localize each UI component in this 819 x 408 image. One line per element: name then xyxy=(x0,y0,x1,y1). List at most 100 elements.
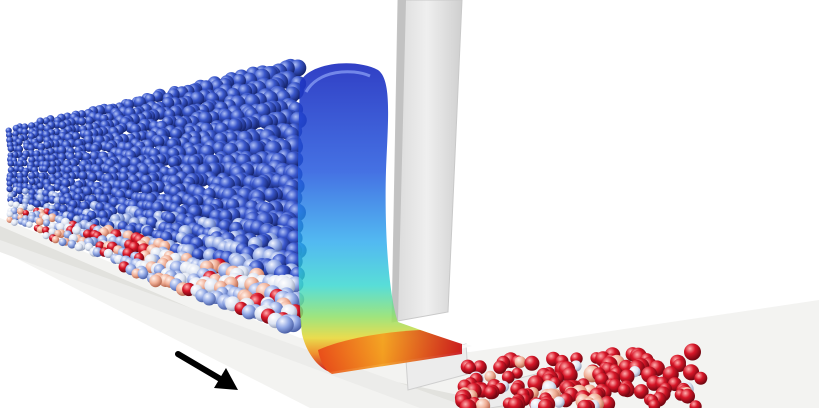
particle xyxy=(21,128,29,136)
particle xyxy=(42,189,51,198)
particle xyxy=(694,371,708,385)
particle xyxy=(507,397,523,408)
particle xyxy=(11,219,18,226)
particle xyxy=(684,343,701,361)
particle xyxy=(16,207,24,215)
particle xyxy=(131,181,143,193)
particle xyxy=(142,225,155,238)
particle xyxy=(37,123,46,132)
particle xyxy=(43,219,51,227)
flow-surface-foot xyxy=(318,330,462,374)
particle xyxy=(553,396,565,408)
particle xyxy=(191,248,204,261)
particle xyxy=(56,222,65,232)
particle xyxy=(202,292,216,306)
particle xyxy=(42,232,50,240)
particle xyxy=(74,242,84,252)
particle xyxy=(64,166,72,175)
particle xyxy=(28,215,36,223)
particle xyxy=(13,165,20,173)
particle xyxy=(119,157,131,169)
particle xyxy=(189,91,205,106)
particle xyxy=(689,400,702,408)
particle xyxy=(78,171,88,181)
particle xyxy=(149,274,162,288)
particle xyxy=(561,367,578,383)
particle xyxy=(22,210,29,217)
particle xyxy=(57,145,67,155)
particle xyxy=(67,205,76,215)
particle xyxy=(47,213,57,223)
particle xyxy=(27,144,35,152)
particle xyxy=(48,228,56,236)
particle xyxy=(35,217,44,226)
particle xyxy=(36,193,45,202)
particle xyxy=(15,145,24,153)
particle xyxy=(285,151,302,168)
particle xyxy=(484,386,498,400)
particle xyxy=(538,398,553,408)
particle xyxy=(58,121,67,130)
particle xyxy=(12,201,20,209)
particle xyxy=(11,151,19,159)
particle xyxy=(48,154,57,163)
particle xyxy=(83,135,94,146)
particle xyxy=(153,136,165,148)
particle xyxy=(577,399,592,408)
particle xyxy=(619,369,635,384)
particle xyxy=(33,200,41,208)
particle xyxy=(514,356,527,368)
particle xyxy=(27,132,35,140)
particle xyxy=(524,355,540,371)
particle xyxy=(167,156,180,168)
particle xyxy=(141,184,153,196)
particle xyxy=(92,247,103,258)
downstream-particles xyxy=(454,343,708,408)
particle xyxy=(41,226,50,235)
particle xyxy=(648,399,661,408)
particle xyxy=(47,166,57,175)
particle xyxy=(464,362,476,375)
gate-shadow-edge xyxy=(392,0,406,322)
particle xyxy=(103,248,114,259)
particle xyxy=(501,370,515,384)
particle xyxy=(170,128,182,141)
particle xyxy=(12,213,20,221)
particle xyxy=(73,193,82,202)
particle xyxy=(633,384,649,399)
particle xyxy=(6,185,14,193)
particle xyxy=(6,131,13,139)
particle xyxy=(54,229,62,238)
particle xyxy=(72,225,82,235)
particle xyxy=(81,186,93,197)
particle xyxy=(84,116,94,126)
particle xyxy=(680,388,695,404)
particle xyxy=(77,117,87,126)
particle xyxy=(6,180,13,187)
particle xyxy=(493,360,507,374)
particle xyxy=(102,186,112,197)
particle xyxy=(164,212,176,224)
flow-surface-sheet xyxy=(297,63,460,372)
particle xyxy=(82,152,92,162)
particle xyxy=(58,238,67,247)
gate xyxy=(391,0,463,323)
particle xyxy=(15,186,24,195)
particle xyxy=(6,216,13,223)
particle xyxy=(12,130,19,138)
particle xyxy=(58,204,68,214)
particle xyxy=(617,383,631,397)
particle xyxy=(33,160,41,168)
particle xyxy=(27,204,34,212)
particle xyxy=(21,123,29,131)
particle xyxy=(49,160,57,168)
particle xyxy=(6,211,13,218)
particle xyxy=(7,145,14,153)
particle xyxy=(28,172,36,180)
particle xyxy=(26,184,34,191)
particle xyxy=(79,201,90,211)
particle xyxy=(22,187,29,195)
particle xyxy=(41,165,49,173)
particle xyxy=(71,132,81,141)
particle xyxy=(98,194,109,205)
